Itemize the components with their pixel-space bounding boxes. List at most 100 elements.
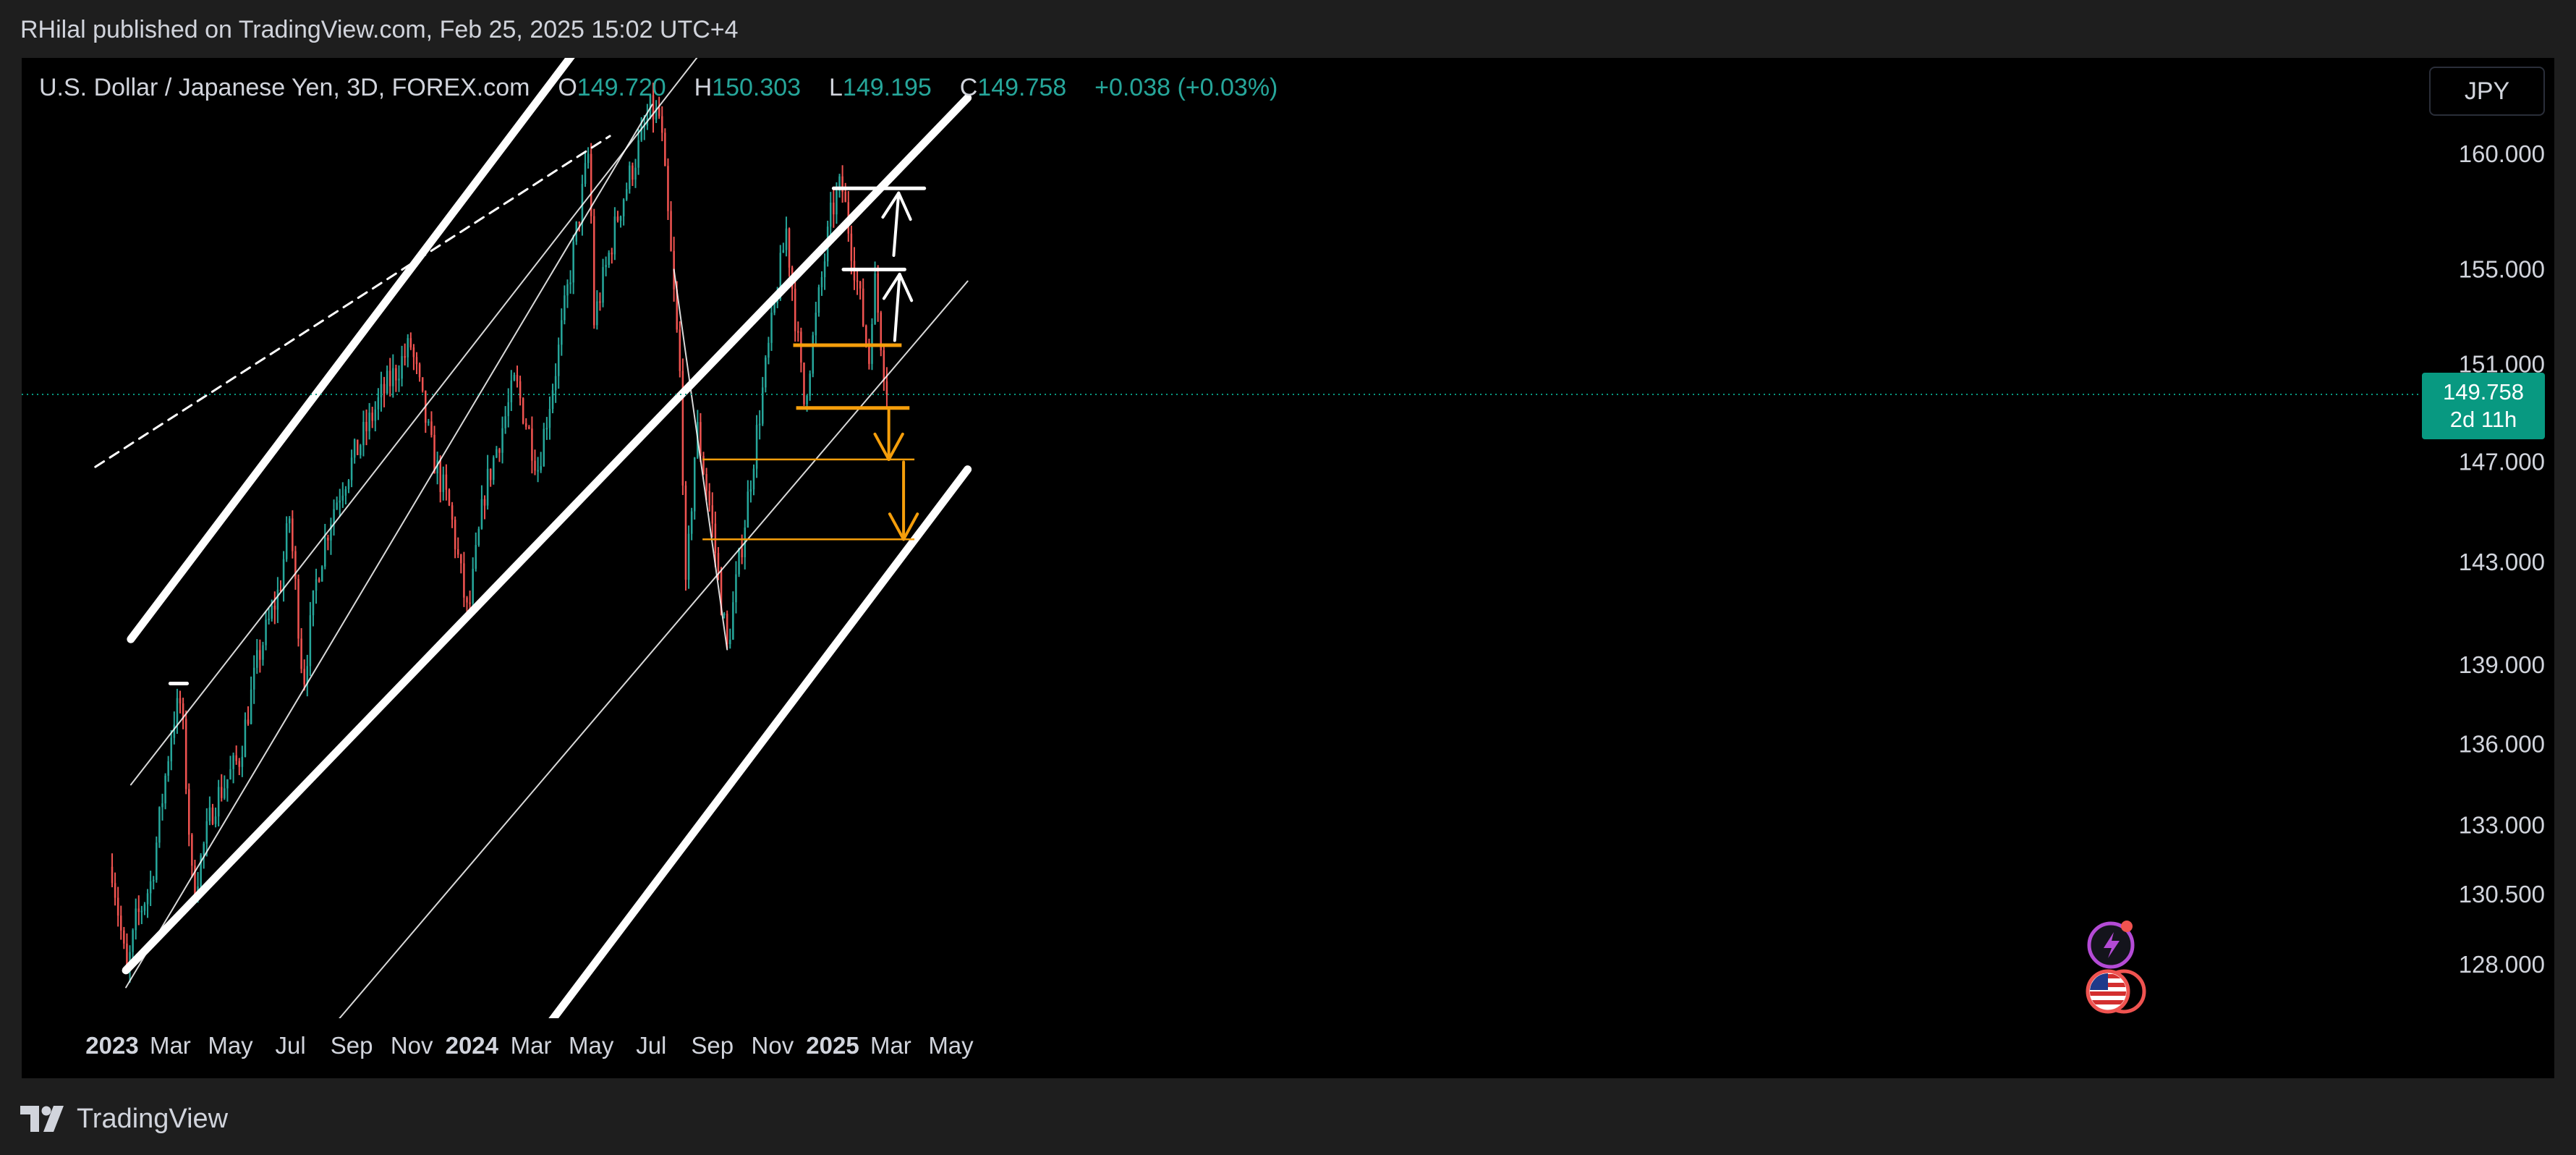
candle — [548, 396, 551, 440]
candle — [252, 655, 255, 704]
candle — [407, 334, 409, 368]
candle — [522, 397, 524, 425]
candle — [794, 275, 796, 342]
candle — [456, 537, 459, 559]
candle — [859, 281, 862, 300]
candle — [119, 905, 122, 940]
candle — [700, 412, 702, 462]
candle — [732, 591, 734, 640]
candle — [241, 745, 244, 777]
candle — [723, 612, 726, 619]
candle — [755, 415, 758, 478]
candle — [167, 756, 169, 782]
candle — [362, 410, 365, 457]
candle — [135, 898, 137, 940]
candle — [146, 889, 149, 918]
y-tick-label: 136.000 — [2459, 731, 2545, 758]
candle — [152, 876, 155, 889]
symbol-name[interactable]: U.S. Dollar / Japanese Yen, 3D, FOREX.co… — [39, 74, 530, 101]
price-chart[interactable]: 160.000155.000151.000147.000143.000139.0… — [22, 58, 2554, 1078]
candle — [496, 446, 498, 459]
candle — [475, 532, 477, 572]
x-tick-label: 2025 — [806, 1032, 859, 1059]
lower-inner-channel-line[interactable] — [299, 280, 969, 1066]
inner-channel-line[interactable] — [129, 58, 743, 786]
candle — [504, 406, 506, 434]
candle — [203, 841, 205, 869]
chart-pane[interactable]: 160.000 155.000 151.000 147.000 143.000 139.0… — [22, 58, 2554, 1078]
currency-button[interactable]: JPY — [2429, 67, 2545, 116]
candle — [564, 285, 566, 325]
candle — [584, 151, 587, 187]
candle — [803, 362, 805, 407]
candle — [752, 464, 755, 496]
candle — [477, 526, 480, 547]
candle — [670, 200, 672, 252]
up-arrow-upper[interactable] — [881, 191, 912, 257]
high-label: H — [694, 74, 713, 101]
candle — [622, 198, 625, 226]
candle — [862, 278, 864, 327]
y-tick-label: 147.000 — [2459, 448, 2545, 475]
upper-channel-line[interactable] — [127, 58, 696, 643]
candle — [273, 591, 276, 625]
candle — [374, 401, 377, 432]
y-tick-label: 128.000 — [2459, 951, 2545, 978]
middle-channel-line[interactable] — [122, 93, 972, 975]
us-flag-events-icon[interactable] — [2080, 964, 2150, 1016]
x-tick-label: May — [569, 1032, 614, 1059]
candle — [448, 488, 451, 507]
candle — [439, 455, 441, 503]
support-trendline[interactable] — [125, 103, 653, 989]
candle — [392, 354, 394, 398]
candle — [339, 488, 341, 517]
lightning-alert-icon[interactable] — [2085, 916, 2140, 971]
candle — [344, 486, 347, 504]
candle — [632, 162, 634, 186]
candle — [401, 345, 403, 386]
up-arrow-lower[interactable] — [882, 272, 914, 342]
candle — [726, 610, 728, 648]
candle — [773, 302, 775, 316]
candle — [749, 480, 752, 503]
footer-brand[interactable]: TradingView — [20, 1099, 228, 1139]
candle — [306, 654, 309, 697]
candle — [214, 807, 217, 828]
candle — [418, 362, 421, 382]
candle — [524, 418, 527, 430]
candle — [445, 464, 448, 501]
candle — [288, 516, 291, 533]
candle — [850, 225, 853, 275]
candle — [388, 358, 391, 397]
candle — [200, 852, 202, 894]
candle — [116, 887, 119, 927]
ohlc-legend: U.S. Dollar / Japanese Yen, 3D, FOREX.co… — [39, 74, 1278, 102]
candle — [572, 234, 574, 295]
tradingview-logo-icon — [20, 1106, 64, 1132]
candle — [377, 388, 380, 420]
candle — [436, 451, 438, 485]
candle — [611, 248, 613, 264]
candle — [320, 565, 323, 582]
lower-channel-line[interactable] — [485, 465, 972, 1078]
candle — [158, 806, 161, 848]
candle — [874, 261, 876, 325]
down-arrow-first[interactable] — [873, 409, 904, 461]
candle — [404, 343, 406, 366]
dashed-extension-line[interactable] — [94, 135, 611, 468]
y-tick-label: 155.000 — [2459, 255, 2545, 282]
candle — [788, 227, 791, 277]
candle — [877, 265, 879, 322]
down-arrow-second[interactable] — [888, 460, 919, 541]
candle — [460, 554, 462, 574]
candle — [829, 192, 832, 240]
x-tick-label: Sep — [691, 1032, 734, 1059]
drop-trendline[interactable] — [673, 268, 728, 651]
candle — [800, 327, 802, 373]
candle — [442, 466, 445, 501]
candle — [292, 510, 294, 559]
candle — [510, 370, 513, 411]
candle — [729, 628, 731, 649]
candle — [232, 752, 234, 784]
publisher-header: RHilal published on TradingView.com, Feb… — [20, 16, 739, 43]
